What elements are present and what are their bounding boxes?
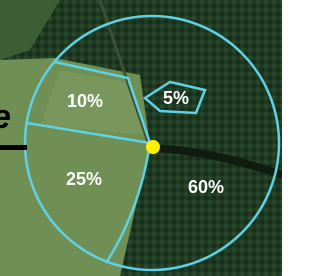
label: 25% [66,169,102,189]
point [146,140,160,154]
scene: 10% 5% 25% 60% e [0,0,282,276]
label: 60% [188,177,224,197]
page: 10% 5% 25% 60% e (() => { const data = J… [0,0,282,276]
caption: e [0,98,11,136]
label: 5% [163,88,189,108]
rule [0,145,27,150]
label: 10% [67,91,103,111]
